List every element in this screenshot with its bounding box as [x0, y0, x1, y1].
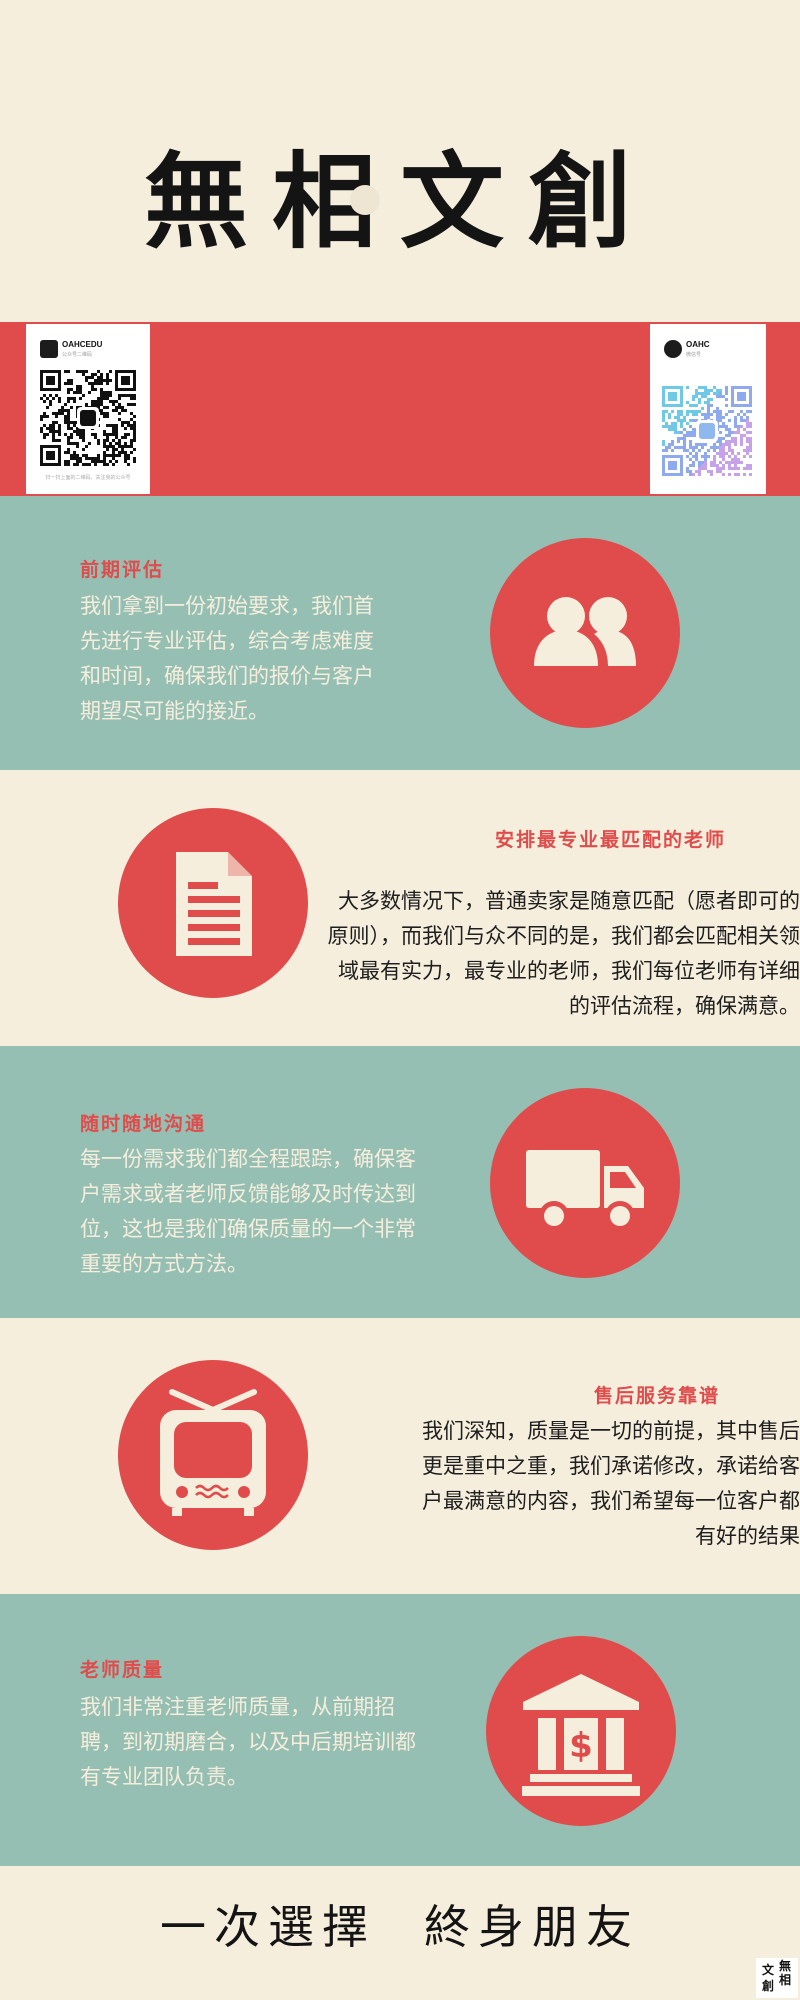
feature-title: 随时随地沟通: [80, 1114, 207, 1135]
document-icon: [176, 852, 252, 956]
seal-char: 文: [762, 1963, 775, 1977]
feature-title: 售后服务靠谱: [593, 1386, 720, 1407]
qr-code-strip: OAHCEDU 公众号二维码 扫一扫上面的二维码，关注我的公众号 OAHC 微信…: [0, 322, 800, 496]
feature-body: 我们拿到一份初始要求，我们首先进行专业评估，综合考虑难度和时间，确保我们的报价与…: [80, 595, 374, 723]
slogan: 一次選擇 終身朋友: [0, 1898, 800, 1958]
qr-code-icon: [662, 386, 752, 476]
feature-title: 前期评估: [80, 560, 165, 581]
qr-card-footer: 扫一扫上面的二维码，关注我的公众号: [45, 475, 131, 481]
feature-section-communication: 随时随地沟通 每一份需求我们都全程跟踪，确保客户需求或者老师反馈能够及时传达到位…: [0, 1046, 800, 1318]
wechat-contact-qr-card[interactable]: OAHC 微信号: [650, 324, 766, 494]
contact-avatar: [664, 340, 682, 358]
feature-icon-circle: [118, 808, 308, 998]
account-avatar: [40, 340, 58, 358]
feature-icon-circle: [118, 1360, 308, 1550]
feature-section-teacher-matching: 安排最专业最匹配的老师 大多数情况下，普通卖家是随意匹配（愿者即可的原则），而我…: [0, 770, 800, 1046]
feature-section-evaluation: 前期评估 我们拿到一份初始要求，我们首先进行专业评估，综合考虑难度和时间，确保我…: [0, 496, 800, 770]
feature-icon-circle: $: [486, 1636, 676, 1826]
corner-seal-logo: 無 相 文 創: [756, 1958, 798, 1998]
brand-title: 無相文創: [143, 139, 656, 263]
truck-icon: [526, 1150, 644, 1231]
tv-icon: [160, 1389, 266, 1516]
contact-caption: 微信号: [686, 352, 702, 358]
qr-card-header: OAHC 微信号: [664, 338, 764, 360]
feature-body: 我们深知，质量是一切的前提，其中售后更是重中之重，我们承诺修改，承诺给客户最满意…: [422, 1420, 800, 1548]
feature-title: 老师质量: [80, 1660, 165, 1681]
feature-title: 安排最专业最匹配的老师: [494, 830, 726, 851]
seal-char: 無: [779, 1959, 792, 1973]
feature-section-after-sales: 售后服务靠谱 我们深知，质量是一切的前提，其中售后更是重中之重，我们承诺修改，承…: [0, 1318, 800, 1594]
feature-body: 我们非常注重老师质量，从前期招聘，到初期磨合，以及中后期培训都有专业团队负责。: [80, 1696, 416, 1789]
seal-char: 創: [762, 1979, 775, 1993]
feature-icon-circle: [490, 1088, 680, 1278]
svg-text:$: $: [569, 1726, 593, 1766]
header: 無相文創: [0, 0, 800, 322]
feature-section-teacher-quality: 老师质量 我们非常注重老师质量，从前期招聘，到初期磨合，以及中后期培训都有专业团…: [0, 1594, 800, 1866]
account-caption: 公众号二维码: [62, 352, 93, 358]
feature-body: 每一份需求我们都全程跟踪，确保客户需求或者老师反馈能够及时传达到位，这也是我们确…: [80, 1148, 416, 1276]
qr-code-icon: [40, 370, 136, 466]
users-icon: [534, 597, 636, 666]
footer: 一次選擇 終身朋友 無 相 文 創: [0, 1866, 800, 2000]
feature-icon-circle: [490, 538, 680, 728]
seal-char: 相: [779, 1973, 792, 1987]
bank-icon: $: [522, 1674, 640, 1796]
contact-name: OAHC: [686, 340, 710, 349]
slogan-part-two: 終身朋友: [424, 1900, 640, 1954]
account-name: OAHCEDU: [62, 340, 103, 349]
logo-watermark: [350, 185, 380, 215]
slogan-part-one: 一次選擇: [160, 1900, 376, 1954]
qr-card-header: OAHCEDU 公众号二维码: [40, 338, 140, 360]
feature-body: 大多数情况下，普通卖家是随意匹配（愿者即可的原则），而我们与众不同的是，我们都会…: [327, 890, 800, 1018]
wechat-official-account-qr-card[interactable]: OAHCEDU 公众号二维码 扫一扫上面的二维码，关注我的公众号: [26, 324, 150, 494]
